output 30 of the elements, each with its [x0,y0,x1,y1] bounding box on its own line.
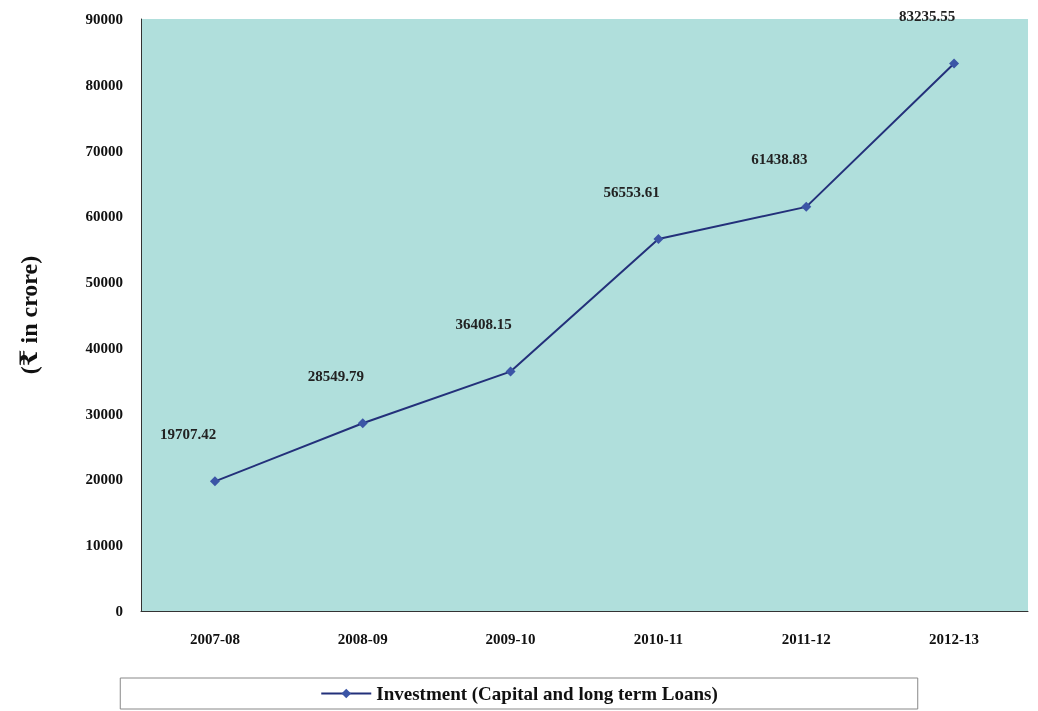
y-tick-label: 30000 [85,405,123,422]
x-tick-label: 2011-12 [781,630,831,647]
x-tick-label: 2009-10 [485,630,536,647]
point [505,366,516,377]
y-tick-label: 90000 [85,11,123,27]
y-tick-label: 80000 [85,76,123,93]
point [209,476,220,487]
y-tick-label: 40000 [85,339,123,356]
data-label: 19707.42 [159,425,217,442]
y-tick-label: 20000 [85,471,123,488]
data-label: 56553.61 [603,183,660,200]
point [949,58,960,69]
x-tick-label: 2010-11 [633,630,683,647]
x-tick-label: 2012-13 [929,630,980,647]
data-label: 61438.83 [751,151,808,168]
data-label: 36408.15 [455,316,512,333]
data-label: 28549.79 [307,367,364,384]
y-tick-label: 60000 [85,208,123,225]
data-label: 83235.55 [899,7,956,24]
point [653,234,664,244]
x-tick-label: 2008-09 [337,630,388,647]
x-tick-label: 2007-08 [189,630,240,647]
y-tick-label: 0 [115,603,123,619]
y-tick-label: 50000 [85,274,123,291]
y-axis-title: (₹ in crore) [16,255,42,375]
legend-label: Investment (Capital and long term Loans) [376,683,718,705]
point [801,201,812,212]
y-tick-label: 70000 [85,142,123,159]
point [357,418,368,429]
y-tick-label: 10000 [85,537,123,554]
